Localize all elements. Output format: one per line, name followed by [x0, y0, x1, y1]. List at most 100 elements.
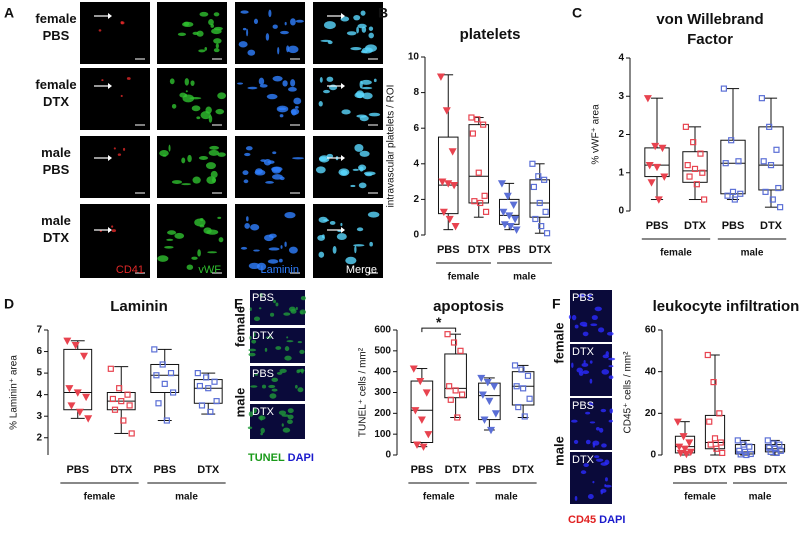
- data-point: [417, 416, 426, 424]
- micrograph: [250, 328, 305, 363]
- data-point: [446, 383, 453, 390]
- image-label: PBS: [572, 400, 594, 412]
- data-point: [675, 443, 684, 451]
- image-speck: [608, 419, 613, 423]
- box: [437, 136, 459, 215]
- data-point: [118, 398, 125, 405]
- image-speck: [162, 154, 167, 157]
- image-speck: [368, 26, 374, 31]
- image-speck: [326, 153, 334, 159]
- y-tick-label: 20: [645, 408, 657, 419]
- image-speck: [597, 327, 605, 333]
- image-speck: [589, 421, 596, 424]
- image-speck: [218, 237, 224, 243]
- y-axis-label: CD45⁺ cells / mm²: [623, 351, 634, 434]
- data-point: [454, 414, 461, 421]
- data-point: [764, 437, 771, 444]
- image-speck: [609, 408, 614, 414]
- image-speck: [290, 79, 296, 87]
- data-point: [120, 417, 127, 424]
- image-speck: [213, 26, 223, 31]
- image-speck: [341, 109, 351, 115]
- image-label: DTX: [572, 454, 595, 466]
- arrow-head: [108, 155, 112, 161]
- image-speck: [260, 427, 265, 434]
- image-speck: [594, 306, 602, 312]
- image-speck: [288, 246, 298, 254]
- image-speck: [171, 103, 177, 109]
- image-speck: [582, 370, 590, 375]
- data-point: [126, 402, 133, 409]
- image-speck: [199, 217, 204, 222]
- data-point: [685, 439, 694, 447]
- image-speck: [353, 15, 361, 21]
- image-speck: [362, 92, 373, 100]
- image-speck: [295, 306, 298, 311]
- data-point: [196, 382, 203, 390]
- image-speck: [278, 107, 287, 111]
- image-speck: [217, 216, 222, 220]
- data-point: [532, 215, 539, 223]
- data-point: [526, 395, 533, 402]
- data-point: [713, 445, 720, 452]
- arrow-head: [108, 227, 112, 233]
- data-point: [419, 443, 428, 451]
- image-speck: [574, 495, 578, 501]
- image-speck: [120, 21, 125, 25]
- image-speck: [590, 323, 598, 327]
- data-point: [707, 441, 714, 448]
- image-speck: [288, 306, 296, 312]
- image-speck: [271, 388, 278, 392]
- data-point: [773, 146, 780, 153]
- image-speck: [292, 157, 305, 160]
- image-speck: [295, 19, 304, 23]
- data-point: [645, 162, 654, 170]
- data-point: [482, 208, 490, 215]
- row-label: female DTX: [35, 77, 76, 109]
- image-speck: [264, 347, 268, 352]
- data-point: [720, 85, 727, 92]
- group-label: male: [495, 492, 518, 503]
- x-tick-label: PBS: [437, 244, 460, 256]
- image-speck: [169, 78, 175, 85]
- box: [704, 414, 726, 450]
- image-speck: [271, 174, 283, 180]
- image-speck: [240, 10, 249, 14]
- image-speck: [595, 458, 604, 462]
- data-point: [459, 391, 466, 398]
- image-speck: [290, 18, 296, 26]
- data-point: [771, 445, 779, 452]
- data-point: [486, 426, 496, 435]
- stain-name: DAPI: [599, 514, 625, 526]
- box: [529, 179, 551, 218]
- image-speck: [268, 247, 280, 251]
- data-point: [535, 173, 542, 180]
- image-speck: [269, 312, 275, 317]
- data-point: [541, 176, 548, 183]
- image-speck: [253, 249, 260, 252]
- data-point: [722, 160, 729, 167]
- image-speck: [258, 415, 266, 421]
- image-speck: [282, 80, 288, 87]
- data-point: [153, 372, 160, 379]
- image-speck: [350, 184, 356, 188]
- micrograph: [313, 136, 383, 198]
- channel-label: Merge: [346, 264, 377, 276]
- data-point: [520, 385, 527, 392]
- data-point: [717, 439, 724, 446]
- image-speck: [275, 302, 279, 307]
- image-speck: [297, 387, 304, 393]
- data-point: [477, 199, 484, 207]
- chart-title: Laminin: [110, 298, 168, 315]
- image-speck: [300, 368, 304, 374]
- data-point: [481, 192, 488, 199]
- box: [758, 126, 784, 191]
- y-tick-label: 400: [374, 366, 391, 377]
- data-point: [743, 451, 750, 459]
- image-speck: [249, 336, 252, 340]
- image-speck: [253, 332, 256, 337]
- image-speck: [358, 164, 367, 171]
- row-label-line: female: [35, 11, 76, 26]
- data-point: [652, 163, 662, 172]
- data-point: [442, 107, 451, 115]
